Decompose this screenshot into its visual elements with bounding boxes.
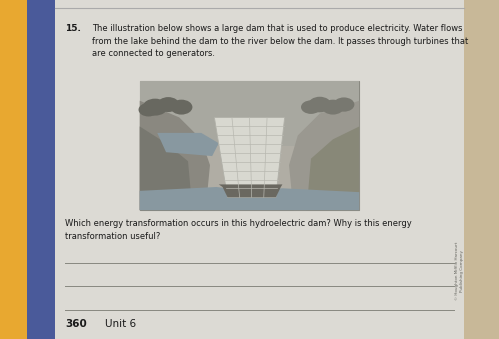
Circle shape: [139, 103, 159, 117]
FancyBboxPatch shape: [0, 0, 27, 339]
Circle shape: [308, 97, 331, 112]
Text: 360: 360: [65, 319, 87, 329]
Polygon shape: [306, 126, 359, 210]
Polygon shape: [289, 101, 359, 210]
Polygon shape: [219, 184, 282, 197]
Circle shape: [143, 99, 168, 116]
Text: The illustration below shows a large dam that is used to produce electricity. Wa: The illustration below shows a large dam…: [92, 24, 469, 58]
Text: Which energy transformation occurs in this hydroelectric dam? Why is this energy: Which energy transformation occurs in th…: [65, 219, 412, 240]
Polygon shape: [140, 101, 210, 210]
FancyBboxPatch shape: [140, 81, 359, 210]
Polygon shape: [140, 187, 359, 210]
Circle shape: [333, 97, 354, 112]
Circle shape: [301, 100, 321, 114]
FancyBboxPatch shape: [27, 0, 55, 339]
Polygon shape: [140, 126, 193, 210]
Circle shape: [157, 97, 179, 112]
FancyBboxPatch shape: [140, 81, 359, 146]
Circle shape: [171, 100, 193, 115]
Polygon shape: [157, 133, 219, 156]
Circle shape: [322, 100, 344, 115]
Text: Unit 6: Unit 6: [105, 319, 136, 329]
Polygon shape: [215, 117, 284, 197]
Text: © Houghton Mifflin Harcourt
Publishing Company: © Houghton Mifflin Harcourt Publishing C…: [455, 242, 464, 300]
FancyBboxPatch shape: [55, 0, 464, 339]
Text: 15.: 15.: [65, 24, 81, 33]
